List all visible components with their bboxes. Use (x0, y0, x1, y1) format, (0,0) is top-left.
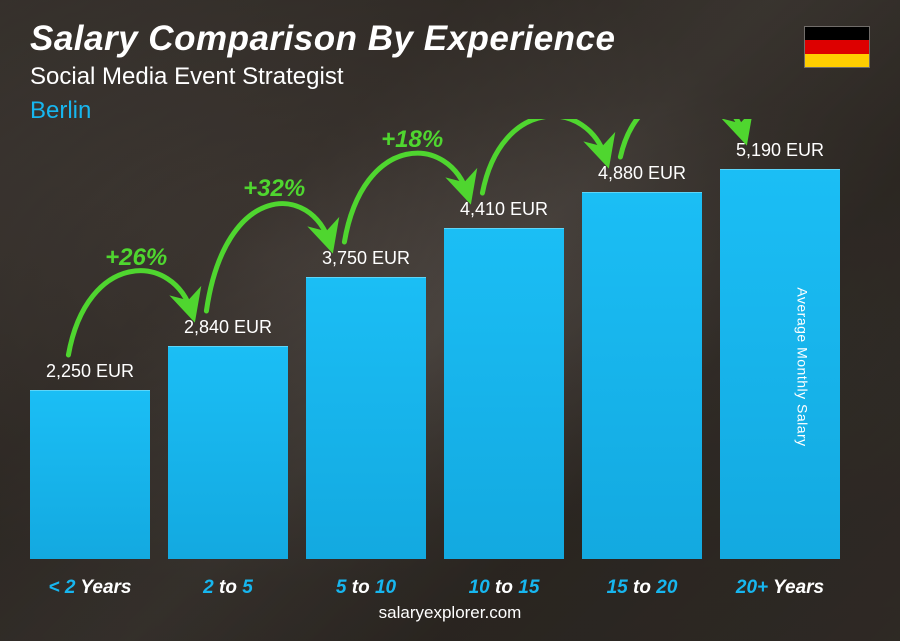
bar-group: 5,190 EUR (720, 140, 840, 559)
footer-credit: salaryexplorer.com (30, 603, 870, 623)
x-axis-label: < 2 Years (30, 577, 150, 599)
chart-area: 2,250 EUR 2,840 EUR 3,750 EUR 4,410 EUR 4,88… (30, 135, 870, 600)
bar-value-label: 4,410 EUR (460, 199, 548, 220)
bar-group: 4,880 EUR (582, 163, 702, 559)
bar (720, 169, 840, 559)
bar (582, 192, 702, 559)
bar (444, 228, 564, 559)
x-axis-label: 2 to 5 (168, 577, 288, 599)
x-axis-label: 15 to 20 (582, 577, 702, 599)
header: Salary Comparison By Experience Social M… (30, 20, 870, 125)
bar-group: 2,840 EUR (168, 317, 288, 559)
subtitle: Social Media Event Strategist (30, 63, 804, 91)
x-axis: < 2 Years 2 to 5 5 to 10 10 to 15 15 to 20 20… (30, 577, 840, 599)
main-title: Salary Comparison By Experience (30, 20, 804, 59)
x-axis-label: 10 to 15 (444, 577, 564, 599)
bar-value-label: 4,880 EUR (598, 163, 686, 184)
chart-container: Salary Comparison By Experience Social M… (0, 0, 900, 641)
x-axis-label: 5 to 10 (306, 577, 426, 599)
bar (30, 390, 150, 559)
y-axis-label: Average Monthly Salary (794, 287, 810, 446)
bar-group: 3,750 EUR (306, 248, 426, 559)
bar-value-label: 5,190 EUR (736, 140, 824, 161)
bar-group: 2,250 EUR (30, 361, 150, 559)
bar (306, 277, 426, 559)
bar-value-label: 2,840 EUR (184, 317, 272, 338)
x-axis-label: 20+ Years (720, 577, 840, 599)
bar-group: 4,410 EUR (444, 199, 564, 559)
bar-value-label: 2,250 EUR (46, 361, 134, 382)
bar-row: 2,250 EUR 2,840 EUR 3,750 EUR 4,410 EUR 4,88… (30, 119, 840, 559)
bar-value-label: 3,750 EUR (322, 248, 410, 269)
germany-flag-icon (804, 26, 870, 68)
bar (168, 346, 288, 559)
